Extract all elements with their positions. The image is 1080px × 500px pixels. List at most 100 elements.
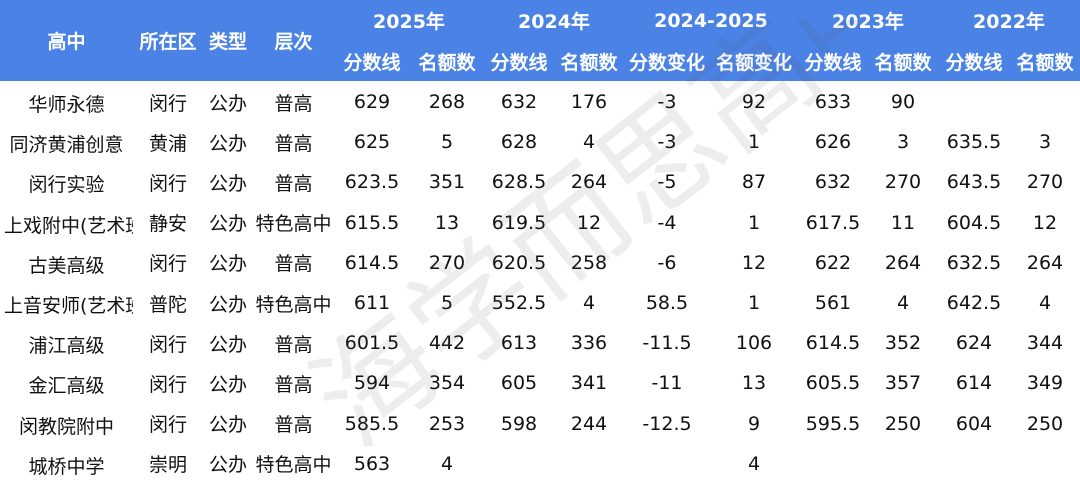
header-score-change: 分数变化 [628, 51, 705, 74]
cell-quota-2024: 244 [570, 412, 608, 435]
cell-score-2024: 628.5 [491, 171, 547, 194]
cell-type: 公办 [208, 414, 247, 437]
cell-quota-2024: 341 [570, 372, 608, 395]
cell-type: 公办 [208, 213, 247, 236]
cell-type: 公办 [208, 253, 247, 276]
cell-quota-2023: 11 [890, 211, 916, 234]
cell-score-2024: 598 [500, 412, 538, 435]
header-score-2023: 分数线 [804, 51, 862, 74]
cell-level: 普高 [274, 132, 313, 155]
cell-level: 普高 [274, 414, 313, 437]
cell-district: 普陀 [148, 293, 187, 316]
cell-score-2022 [938, 444, 1010, 484]
cell-score-2023: 561 [814, 292, 852, 314]
cell-quota-change: 92 [741, 91, 767, 113]
cell-score-2025: 601.5 [344, 332, 400, 355]
cell-quota-change: 87 [741, 171, 767, 194]
cell-school: 华师永德 [28, 94, 105, 116]
cell-quota-2022: 270 [1026, 171, 1064, 194]
cell-level: 特色高中 [255, 213, 332, 236]
cell-quota-2022: 349 [1026, 372, 1064, 395]
cell-score-change: -3 [657, 91, 677, 113]
header-change: 2024-2025 [654, 9, 768, 32]
cell-quota-2025: 253 [428, 412, 466, 435]
cell-quota-2022 [1010, 444, 1080, 484]
header-quota-2023: 名额数 [874, 51, 932, 74]
cell-score-2024: 613 [500, 332, 538, 355]
cell-quota-2025: 5 [440, 131, 454, 154]
cell-score-2024: 619.5 [491, 211, 547, 234]
cell-district: 闵行 [148, 172, 187, 195]
cell-level: 特色高中 [255, 293, 332, 316]
cell-district: 黄浦 [148, 132, 187, 155]
cell-score-2023 [798, 444, 868, 484]
cell-score-2024: 552.5 [491, 292, 547, 314]
cell-district: 闵行 [148, 373, 187, 396]
cell-school: 闵行实验 [28, 174, 105, 197]
cell-score-2022: 624 [955, 332, 993, 355]
cell-score-2023: 614.5 [805, 332, 861, 355]
cell-quota-2023: 4 [896, 292, 910, 314]
cell-type: 公办 [208, 333, 247, 356]
cell-quota-2022: 264 [1026, 251, 1064, 274]
cell-score-2024: 605 [500, 372, 538, 395]
cell-score-2022: 642.5 [946, 292, 1002, 314]
header-quota-2022: 名额数 [1016, 51, 1074, 74]
cell-quota-2025: 270 [428, 251, 466, 274]
cell-score-2023: 626 [814, 131, 852, 154]
cell-score-2022: 604 [955, 412, 993, 435]
cell-score-2022 [938, 82, 1010, 122]
cell-school: 闵教院附中 [18, 415, 114, 438]
cell-quota-2023 [868, 444, 938, 484]
cell-score-change: -5 [657, 171, 677, 194]
header-score-2022: 分数线 [945, 51, 1003, 74]
header-year-2022: 2022年 [973, 11, 1045, 33]
cell-quota-2025: 13 [434, 211, 460, 234]
cell-district: 闵行 [148, 253, 187, 276]
cell-score-2022: 635.5 [946, 131, 1002, 154]
cell-quota-2023: 270 [884, 171, 922, 194]
cell-quota-2024: 4 [582, 292, 596, 314]
cell-quota-2025: 5 [440, 292, 454, 314]
cell-school: 上戏附中(艺术班) [4, 214, 133, 237]
cell-score-2022: 632.5 [946, 251, 1002, 274]
cell-quota-change: 106 [735, 332, 773, 355]
cell-district: 闵行 [148, 414, 187, 437]
table-header: 高中 所在区 类型 层次 2025年 2024年 2024-2025 2023年… [0, 0, 1080, 81]
header-type: 类型 [208, 31, 247, 53]
cell-quota-2024: 4 [582, 131, 596, 154]
cell-quota-2025: 268 [428, 91, 466, 113]
cell-score-2023: 617.5 [805, 211, 861, 234]
cell-score-2025: 563 [353, 452, 391, 475]
cell-score-2024 [484, 444, 554, 484]
cell-score-change: -11 [651, 372, 683, 395]
cell-quota-2025: 4 [440, 452, 454, 475]
cell-score-2024: 632 [500, 91, 538, 113]
cell-level: 普高 [274, 373, 313, 396]
cell-level: 普高 [274, 172, 313, 195]
cell-type: 公办 [208, 454, 247, 477]
cell-district: 闵行 [148, 333, 187, 356]
cell-quota-change: 13 [741, 372, 767, 395]
cell-quota-2022: 344 [1026, 332, 1064, 355]
cell-quota-2023: 3 [896, 131, 910, 154]
cell-school: 上音安师(艺术班) [4, 295, 133, 317]
cell-school: 浦江高级 [28, 335, 105, 358]
cell-quota-change: 1 [747, 131, 761, 154]
cell-score-change: -4 [657, 211, 677, 234]
header-quota-2025: 名额数 [418, 51, 476, 74]
cell-quota-2025: 351 [428, 171, 466, 194]
cell-school: 城桥中学 [28, 455, 105, 478]
cell-score-2022: 604.5 [946, 211, 1002, 234]
cell-score-change: -6 [657, 251, 677, 274]
header-district: 所在区 [139, 31, 197, 53]
header-school: 高中 [47, 31, 86, 53]
cell-quota-2025: 442 [428, 332, 466, 355]
cell-district: 静安 [148, 213, 187, 236]
cell-quota-2024: 12 [576, 211, 602, 234]
cell-score-change: -3 [657, 131, 677, 154]
cell-school: 古美高级 [28, 254, 105, 277]
cell-level: 普高 [274, 333, 313, 356]
